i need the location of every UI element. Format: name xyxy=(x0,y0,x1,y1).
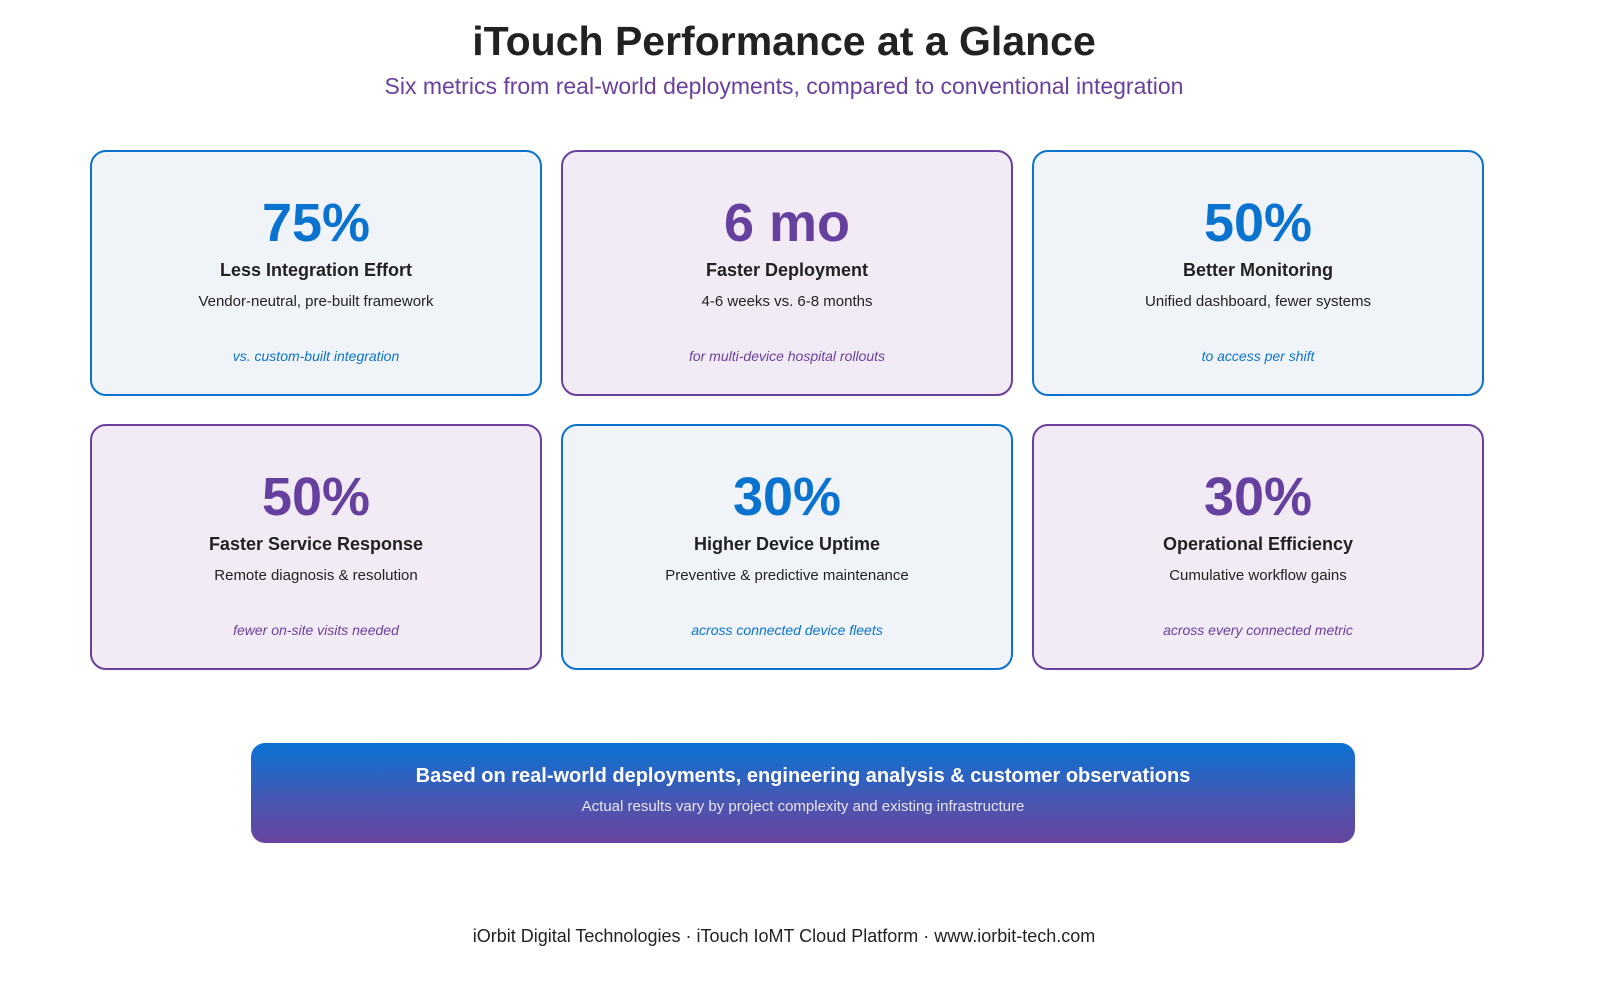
metric-value: 6 mo xyxy=(723,193,851,253)
metric-label: Faster Deployment xyxy=(705,260,869,280)
metric-label: Operational Efficiency xyxy=(1162,534,1354,554)
metric-note: across connected device fleets xyxy=(691,622,883,638)
metric-card-device-uptime: 30% Higher Device Uptime Preventive & pr… xyxy=(561,424,1013,670)
metric-value: 50% xyxy=(1203,193,1313,253)
metric-note: fewer on-site visits needed xyxy=(233,622,399,638)
banner-subtext: Actual results vary by project complexit… xyxy=(581,798,1025,815)
metric-label: Faster Service Response xyxy=(208,534,424,554)
metric-description: Preventive & predictive maintenance xyxy=(665,567,909,584)
banner-headline: Based on real-world deployments, enginee… xyxy=(415,765,1191,787)
metric-card-service-response: 50% Faster Service Response Remote diagn… xyxy=(90,424,542,670)
metrics-grid: 75% Less Integration Effort Vendor-neutr… xyxy=(90,150,1514,670)
metric-description: Remote diagnosis & resolution xyxy=(214,567,418,584)
metric-value: 75% xyxy=(261,193,371,253)
metric-label: Better Monitoring xyxy=(1183,260,1333,280)
page-footer: iOrbit Digital Technologies · iTouch IoM… xyxy=(472,926,1096,946)
page-subtitle: Six metrics from real-world deployments,… xyxy=(384,73,1184,99)
metric-note: for multi-device hospital rollouts xyxy=(688,348,886,364)
metric-card-operational-efficiency: 30% Operational Efficiency Cumulative wo… xyxy=(1032,424,1484,670)
metric-value: 30% xyxy=(732,467,842,527)
metric-value: 30% xyxy=(1203,467,1313,527)
metric-label: Less Integration Effort xyxy=(219,260,412,280)
metric-description: Unified dashboard, fewer systems xyxy=(1145,293,1371,310)
metric-description: 4-6 weeks vs. 6-8 months xyxy=(701,293,873,310)
metric-label: Higher Device Uptime xyxy=(693,534,881,554)
metric-note: across every connected metric xyxy=(1163,622,1353,638)
metric-value: 50% xyxy=(261,467,371,527)
disclaimer-banner: Based on real-world deployments, enginee… xyxy=(251,743,1355,843)
metric-description: Vendor-neutral, pre-built framework xyxy=(198,293,434,310)
metric-note: to access per shift xyxy=(1201,348,1315,364)
metric-card-monitoring: 50% Better Monitoring Unified dashboard,… xyxy=(1032,150,1484,396)
metric-card-integration-effort: 75% Less Integration Effort Vendor-neutr… xyxy=(90,150,542,396)
metric-card-deployment: 6 mo Faster Deployment 4-6 weeks vs. 6-8… xyxy=(561,150,1013,396)
page-title: iTouch Performance at a Glance xyxy=(472,18,1096,64)
metric-description: Cumulative workflow gains xyxy=(1169,567,1347,584)
metric-note: vs. custom-built integration xyxy=(232,348,400,364)
